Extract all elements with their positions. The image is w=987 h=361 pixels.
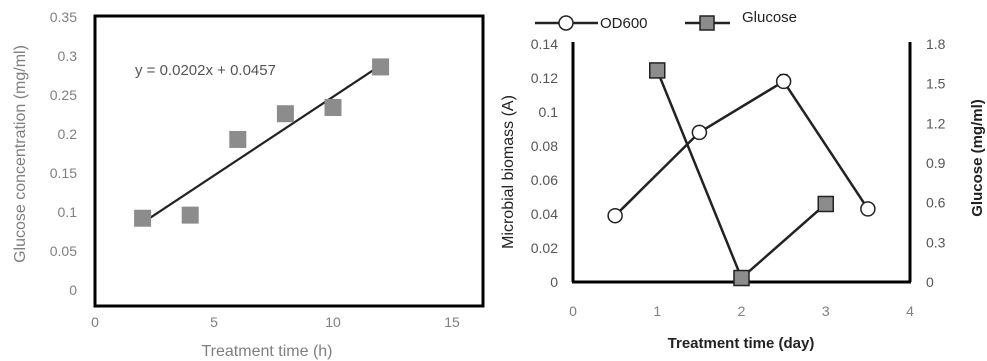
right-x-tick-label: 2 xyxy=(738,303,746,319)
left-data-point xyxy=(276,105,294,123)
left-x-tick-label: 10 xyxy=(325,314,341,330)
left-y-tick-label: 0.3 xyxy=(58,48,78,64)
left-y-tick-label: 0.1 xyxy=(58,204,78,220)
od600-data-point xyxy=(860,201,876,217)
right-x-tick-label: 4 xyxy=(906,303,914,319)
left-data-point xyxy=(229,130,247,148)
legend-od600-marker xyxy=(558,15,574,31)
right-right-y-tick-label: 1.8 xyxy=(926,36,946,52)
right-x-tick-label: 0 xyxy=(569,303,577,319)
left-data-point xyxy=(181,206,199,224)
left-plot-frame xyxy=(93,14,485,308)
glucose-series-line xyxy=(656,69,827,281)
right-left-y-tick-label: 0.08 xyxy=(531,138,558,154)
right-right-y-axis-label: Glucose (mg/ml) xyxy=(969,99,986,217)
left-y-axis-label: Glucose concentration (mg/ml) xyxy=(12,45,29,263)
left-y-tick-label: 0.2 xyxy=(58,126,78,142)
left-data-point xyxy=(134,209,152,227)
right-left-y-tick-label: 0 xyxy=(550,274,558,290)
left-data-point xyxy=(372,58,390,76)
left-y-tick-label: 0.05 xyxy=(50,243,77,259)
trendline-equation: y = 0.0202x + 0.0457 xyxy=(135,62,276,79)
glucose-data-point xyxy=(649,62,666,79)
right-x-tick-label: 3 xyxy=(822,303,830,319)
od600-data-point xyxy=(607,207,623,224)
right-right-y-tick-label: 1.5 xyxy=(926,76,946,92)
left-y-tick-label: 0.25 xyxy=(50,87,77,103)
od600-data-point xyxy=(691,124,708,141)
right-right-y-tick-label: 0 xyxy=(926,274,934,290)
right-left-y-tick-label: 0.04 xyxy=(531,206,558,222)
od600-series-line xyxy=(614,79,869,217)
right-left-y-tick-label: 0.02 xyxy=(531,240,558,256)
legend-glucose-marker xyxy=(699,15,715,31)
left-data-point xyxy=(324,98,342,116)
left-x-tick-label: 0 xyxy=(91,314,99,330)
glucose-data-point xyxy=(733,269,750,287)
left-y-tick-label: 0.35 xyxy=(50,9,77,25)
left-y-tick-label: 0 xyxy=(69,282,77,298)
legend-glucose-label: Glucose xyxy=(742,9,797,26)
right-x-axis-label: Treatment time (day) xyxy=(668,335,815,352)
right-left-y-tick-label: 0.12 xyxy=(531,70,558,86)
left-x-tick-label: 15 xyxy=(444,314,460,330)
right-left-y-tick-label: 0.14 xyxy=(531,36,558,52)
right-x-tick-label: 1 xyxy=(653,303,661,319)
right-right-y-tick-label: 0.9 xyxy=(926,155,946,171)
legend-od600-label: OD600 xyxy=(600,15,648,32)
right-left-y-tick-label: 0.1 xyxy=(539,104,559,120)
left-x-tick-label: 5 xyxy=(210,314,218,330)
right-right-y-tick-label: 0.6 xyxy=(926,195,946,211)
right-left-y-axis-label: Microbial biomass (A) xyxy=(500,95,517,249)
od600-data-point xyxy=(775,73,792,90)
right-right-y-tick-label: 0.3 xyxy=(926,234,946,250)
left-x-axis-label: Treatment time (h) xyxy=(202,343,333,360)
right-left-y-tick-label: 0.06 xyxy=(531,172,558,188)
glucose-data-point xyxy=(817,195,834,213)
right-right-y-tick-label: 1.2 xyxy=(926,115,946,131)
left-trendline xyxy=(141,64,382,224)
left-y-tick-label: 0.15 xyxy=(50,165,77,181)
